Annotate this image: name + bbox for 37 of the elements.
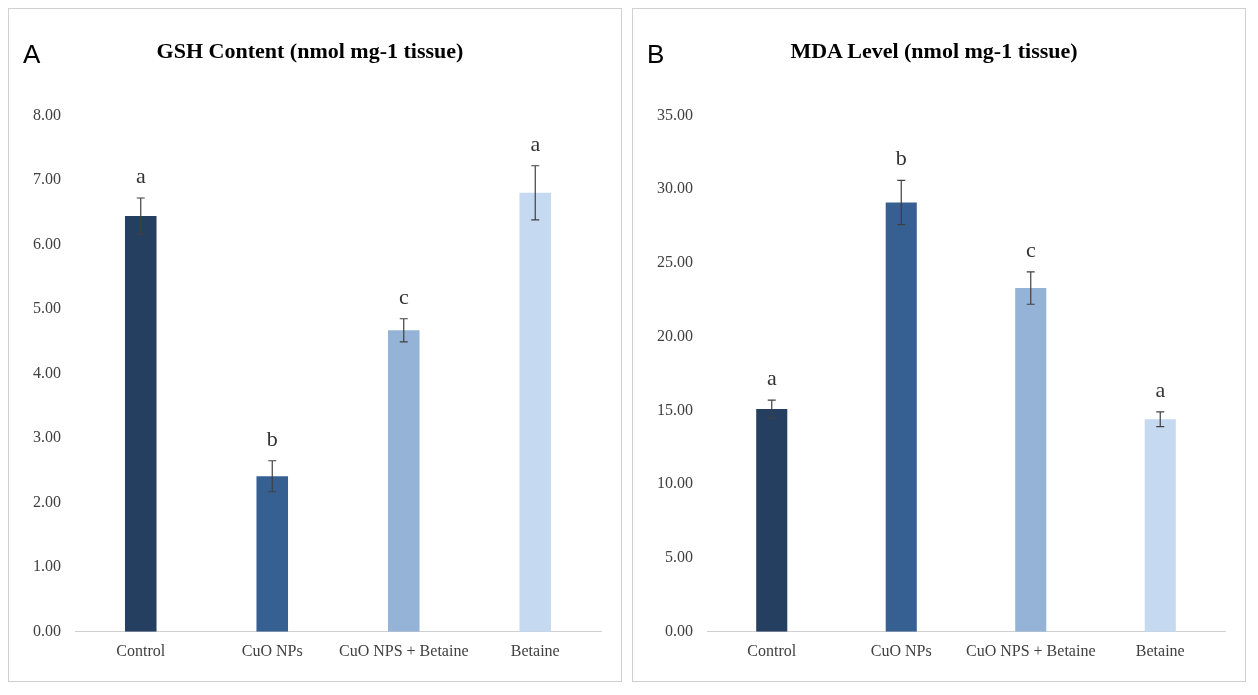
annotation: a [135,162,146,188]
y-tick-label: 10.00 [657,474,693,492]
x-tick-label: Betaine [1135,641,1185,659]
y-tick-label: 30.00 [657,179,693,197]
y-tick-label: 6.00 [33,234,61,252]
y-tick-label: 5.00 [33,299,61,317]
annotation: b [895,145,907,171]
y-tick-label: 8.00 [33,105,61,123]
x-tick-label: Control [116,641,166,659]
y-tick-label: 5.00 [665,548,693,566]
y-tick-label: 0.00 [665,622,693,639]
y-tick-label: 0.00 [33,622,61,639]
y-tick-label: 3.00 [33,428,61,446]
annotation: a [530,130,541,156]
x-tick-label: CuO NPs [870,641,932,659]
x-tick-label: CuO NPs [241,641,303,659]
x-tick-label: Betaine [510,641,560,659]
y-tick-label: 7.00 [33,170,61,188]
annotation: c [1025,236,1036,262]
y-tick-label: 1.00 [33,557,61,575]
y-tick-label: 15.00 [657,400,693,418]
y-tick-label: 20.00 [657,326,693,344]
annotation: a [766,364,777,390]
y-tick-label: 35.00 [657,105,693,123]
annotation: a [1155,376,1166,402]
x-tick-label: CuO NPS + Betaine [339,641,469,659]
text: B [647,39,665,70]
y-tick-label: 2.00 [33,492,61,510]
chart-title: GSH Content (nmol mg-1 tissue) [156,37,464,63]
x-tick-label: Control [747,641,797,659]
chart-title: MDA Level (nmol mg-1 tissue) [790,37,1078,63]
x-tick-label: CuO NPS + Betaine [966,641,1096,659]
annotation: c [398,283,409,309]
y-tick-label: 25.00 [657,253,693,271]
text: A [23,39,41,70]
y-tick-label: 4.00 [33,363,61,381]
annotation: b [266,425,278,451]
